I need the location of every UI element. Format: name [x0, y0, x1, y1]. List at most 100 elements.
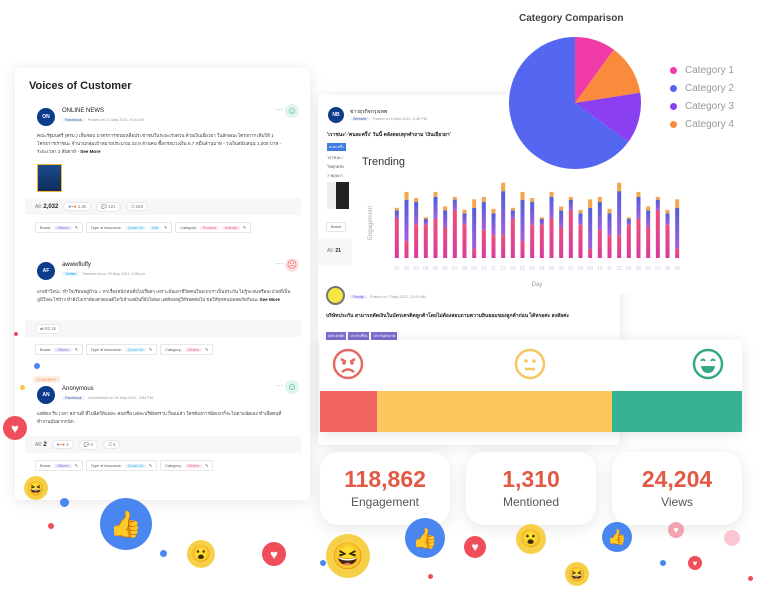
- post-image-thumbnail[interactable]: [327, 182, 349, 209]
- shares-pill[interactable]: ⤮ 633: [125, 202, 149, 211]
- decorative-dot: [48, 523, 54, 529]
- heart-reaction-icon: ♥: [668, 522, 684, 538]
- bar-orange: [501, 182, 506, 192]
- comment-badge: COMMENT: [33, 376, 60, 383]
- decorative-dot: [60, 498, 69, 507]
- insurance-tag-group[interactable]: Type of insurance: Covid-19 ✎: [85, 344, 158, 355]
- like-reaction-icon: 👍: [602, 522, 632, 552]
- post-meta: Posted on 7 May 2021, 12:00 AM: [369, 295, 426, 299]
- x-tick-label: 03: [529, 266, 535, 272]
- engagement-bar: All: 2,032 ●●● 1.2k 💬 121 ⤮ 633: [25, 198, 301, 215]
- see-more-link[interactable]: See More: [80, 149, 101, 154]
- legend-item: Category 2: [670, 83, 734, 94]
- positive-sentiment-icon[interactable]: ☺: [285, 104, 299, 118]
- more-options-icon[interactable]: ···: [275, 105, 283, 114]
- angry-face-icon: [332, 348, 364, 380]
- reactions-pill[interactable]: ●●● 2: [51, 440, 74, 449]
- category-tag-group[interactable]: Category: Product Activity ✎: [175, 222, 252, 233]
- x-tick-label: 01: [394, 266, 400, 272]
- post-card[interactable]: ON ONLINE NEWS Facebook Posted on 31 May …: [25, 102, 301, 240]
- stat-label: Views: [661, 495, 693, 509]
- hashtag-chip[interactable]: ประกันสุขภาพ: [371, 332, 398, 340]
- author-name[interactable]: ONLINE NEWS: [62, 108, 105, 114]
- bar-pink: [423, 224, 428, 258]
- comments-pill[interactable]: 💬 0: [78, 439, 98, 450]
- bar-pink: [578, 224, 583, 258]
- positive-sentiment-icon[interactable]: ☺: [285, 380, 299, 394]
- author-name[interactable]: ข่าวธุรกิจกรุงเทพ: [350, 109, 388, 115]
- bar-blue: [568, 199, 573, 211]
- bar-orange: [607, 208, 612, 214]
- x-tick-label: 04: [423, 266, 429, 272]
- bar-pink: [404, 241, 409, 258]
- bar-blue: [539, 219, 544, 225]
- hashtag-chip[interactable]: ประกันชีวิต: [348, 332, 370, 340]
- x-tick-label: 12: [616, 266, 622, 272]
- post-title[interactable]: 'เราชนะ'-'คนละครึ่ง' วันนี้ คลังตอบทุกคำ…: [327, 132, 451, 138]
- bar-orange: [491, 208, 496, 214]
- legend-label: Category 1: [685, 65, 734, 76]
- shares-pill[interactable]: ⤮ 0: [103, 440, 121, 449]
- retweets-pill[interactable]: ⇄ 82.1k: [35, 323, 62, 334]
- post-card[interactable]: AF awwwfluffy Twitter Tweeted since 23 Ma…: [25, 254, 301, 364]
- legend-item: Category 1: [670, 65, 734, 76]
- bar-blue: [394, 210, 399, 219]
- insurance-tag-group[interactable]: Type of insurance: Covid-19 Life ✎: [85, 222, 173, 233]
- negative-sentiment-icon[interactable]: ☹: [285, 258, 299, 272]
- bar-orange: [559, 206, 564, 211]
- bar-orange: [530, 197, 535, 203]
- bar-blue: [404, 199, 409, 242]
- bar-orange: [472, 199, 477, 208]
- comments-pill[interactable]: 💬 121: [96, 201, 121, 212]
- brand-tag-group[interactable]: Brand: Others ✎: [35, 344, 83, 355]
- laugh-reaction-icon: 😆: [565, 562, 589, 586]
- insurance-tag-group[interactable]: Type of insurance: Covid-19 ✎: [85, 460, 158, 471]
- like-reaction-icon: 👍: [405, 518, 445, 558]
- bar-pink: [646, 227, 651, 258]
- tag-row: Brand: Others ✎ Type of insurance: Covid-19…: [35, 344, 214, 355]
- bar-orange: [520, 191, 525, 200]
- bar-pink: [549, 219, 554, 258]
- brand-tag-group[interactable]: Brand: [326, 222, 347, 232]
- hashtag-chip[interactable]: บัตรเครดิต: [326, 332, 347, 340]
- x-tick-label: 02: [520, 266, 526, 272]
- engagement-bar: All: 2 ●●● 2 💬 0 ⤮ 0: [25, 436, 301, 453]
- decorative-dot: [660, 560, 666, 566]
- more-options-icon[interactable]: ···: [275, 259, 283, 268]
- see-more-link[interactable]: See More: [259, 297, 280, 302]
- bar-pink: [394, 219, 399, 258]
- x-tick-label: 08: [462, 266, 468, 272]
- engagement-bar: ⇄ 82.1k: [25, 320, 301, 337]
- reactions-pill[interactable]: ●●● 1.2k: [63, 202, 92, 211]
- pie-plot: [509, 37, 641, 169]
- sentiment-bar: [320, 391, 742, 432]
- bar-pink: [636, 219, 641, 258]
- author-name[interactable]: Anonymous: [62, 386, 94, 392]
- mentioned-stat-card: 1,310 Mentioned: [466, 452, 596, 525]
- post-title[interactable]: บริษัทประกัน สามารถตัดเงินในบัตรเครดิตลู…: [326, 313, 570, 319]
- tag-row: Brand: Others ✎ Type of insurance: Covid-19…: [35, 222, 252, 233]
- x-tick-label: 05: [636, 266, 642, 272]
- brand-tag-group[interactable]: Brand: Others ✎: [35, 460, 83, 471]
- bar-pink: [481, 229, 486, 258]
- post-image-thumbnail[interactable]: [37, 164, 62, 192]
- x-tick-label: 06: [442, 266, 448, 272]
- stat-label: Engagement: [350, 495, 420, 509]
- category-tag-group[interactable]: Category: Others ✎: [160, 460, 214, 471]
- x-tick-label: 08: [665, 266, 671, 272]
- author-name[interactable]: awwwfluffy: [62, 262, 91, 268]
- hashtag-chip[interactable]: คนละครึ่ง: [327, 143, 346, 151]
- brand-tag-group[interactable]: Brand: Others ✎: [35, 222, 83, 233]
- bar-blue: [636, 196, 641, 219]
- x-tick-label: 11: [491, 266, 496, 272]
- stat-value: 118,862: [344, 466, 426, 492]
- legend-item: Category 4: [670, 119, 734, 130]
- stat-label: Mentioned: [502, 495, 560, 509]
- more-options-icon[interactable]: ···: [275, 381, 283, 390]
- bar-blue: [443, 210, 448, 228]
- bar-blue: [588, 207, 593, 249]
- bar-orange: [539, 217, 544, 219]
- post-card[interactable]: COMMENT AN Anonymous Facebook Commented o…: [25, 376, 301, 496]
- bar-blue: [549, 196, 554, 219]
- category-tag-group[interactable]: Category: Others ✎: [160, 344, 214, 355]
